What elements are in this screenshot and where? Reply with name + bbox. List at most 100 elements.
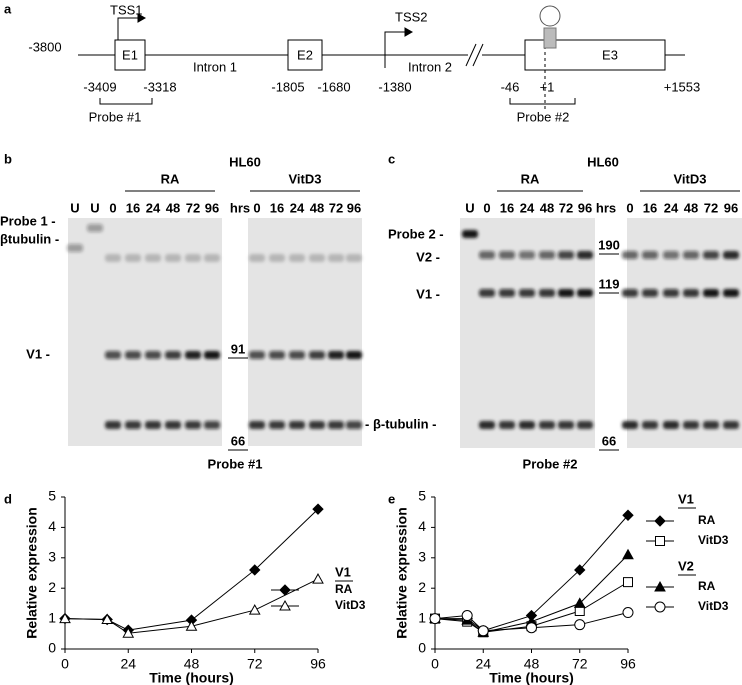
y-tick-label: 0 [418,640,426,656]
lane-label: 16 [270,200,284,215]
probe-label: Probe #1 [89,109,142,124]
data-point [574,564,586,576]
legend-group-label: V1 [335,564,351,579]
legend-label: VitD3 [698,533,729,547]
gel-band [703,289,719,297]
lane-label: 48 [310,200,324,215]
gel-band [249,254,265,262]
gel-band [703,421,719,429]
lane-label: 72 [329,200,343,215]
legend-marker [654,515,666,527]
gel-band [723,251,739,259]
gel-band [145,351,161,359]
gel-band [269,421,285,429]
lane-label: 16 [500,200,514,215]
y-axis-label: Relative expression [394,507,410,639]
lane-label: 48 [166,200,180,215]
gel-band [723,289,739,297]
treatment-label: RA [161,171,180,186]
lane-label: U [90,200,99,215]
gel-band [204,254,220,262]
gel-band [328,421,344,429]
gel-band [269,351,285,359]
size-marker: 66 [602,433,616,448]
y-tick-label: 2 [48,579,56,595]
coord-label: -1805 [271,79,304,94]
gel-band [125,351,141,359]
y-tick-label: 1 [418,609,426,625]
gel-band [558,289,574,297]
gel-band [165,254,181,262]
x-tick-label: 72 [247,656,263,672]
gel-band [165,351,181,359]
legend-group-label: V1 [678,491,694,506]
tss-arrow-head [404,27,414,37]
series-line [64,508,319,631]
data-point [249,564,261,576]
gel-band [185,421,201,429]
gel-band [663,289,679,297]
legend-group-label: V2 [678,558,694,573]
lane-label: U [70,200,79,215]
probe-bracket [99,98,153,105]
y-tick-label: 5 [418,488,426,504]
gel-band [622,421,638,429]
gel-band [462,230,478,238]
lane-label: 96 [205,200,219,215]
gel-band [499,251,515,259]
gel-band [499,421,515,429]
gel-band [519,251,535,259]
gel-band [105,421,121,429]
gel-band [249,351,265,359]
gel-band [145,421,161,429]
y-tick-label: 4 [48,518,56,534]
panel-label: b [4,151,12,166]
band-label: V1 - [26,346,50,361]
tss-arrow [117,17,138,40]
gel-band [539,421,555,429]
data-point [622,607,634,619]
lane-label: 48 [540,200,554,215]
gel-band [479,421,495,429]
gel-band [309,351,325,359]
data-point [429,613,441,625]
tss-arrow [384,31,405,68]
lane-label: U [465,200,474,215]
gel-band [125,254,141,262]
gel-band [185,351,201,359]
coord-label: -1680 [317,79,350,94]
y-tick-label: 3 [48,549,56,565]
gel-band [519,421,535,429]
legend-label: RA [698,513,716,527]
y-axis-label: Relative expression [24,507,40,639]
lane-label: 96 [347,200,361,215]
cell-line-label: HL60 [229,154,261,169]
lane-label: 0 [253,200,260,215]
coord-label: -3800 [28,39,61,54]
gel-band [346,351,362,359]
data-point [574,619,586,631]
band-label: Probe 2 - [388,226,444,241]
data-point [101,613,114,625]
gel-band [558,421,574,429]
size-marker: 119 [599,276,620,291]
lane-label: 72 [704,200,718,215]
band-label: Probe 1 - [0,213,56,228]
treatment-label: VitD3 [289,171,322,186]
legend-marker [279,584,291,596]
coord-label: -1380 [378,79,411,94]
x-tick-label: 0 [431,656,439,672]
gel-band [328,254,344,262]
gel-band [204,421,220,429]
hairpin-loop [539,5,561,27]
lane-label: 0 [109,200,116,215]
break-mark [465,43,477,67]
gel-band [125,421,141,429]
gel-band [663,421,679,429]
gel-band [577,251,593,259]
coord-label: -3409 [83,79,116,94]
gel-band [642,421,658,429]
gel-band [499,289,515,297]
lane-label: 16 [126,200,140,215]
gel-band [185,254,201,262]
